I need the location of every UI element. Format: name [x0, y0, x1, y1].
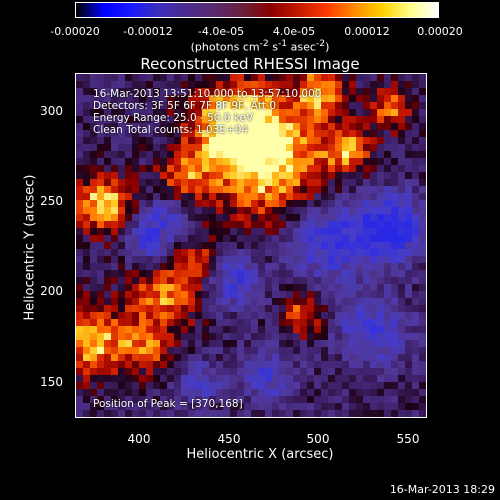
x-tick-label: 500 [306, 432, 330, 446]
colorbar [75, 2, 439, 18]
x-tick-label: 400 [127, 432, 151, 446]
heatmap-image [76, 74, 426, 417]
plot-timestamp: 16-Mar-2013 18:29 [389, 483, 495, 496]
y-tick-label: 200 [40, 284, 63, 298]
colorbar-tick: 4.0e-05 [272, 25, 316, 38]
x-axis-label: Heliocentric X (arcsec) [186, 447, 334, 462]
y-axis-label: Heliocentric Y (arcsec) [22, 174, 38, 321]
peak-position-text: Position of Peak = [370,168] [93, 398, 243, 410]
colorbar-tick: -0.00012 [123, 25, 173, 38]
colorbar-tick: 0.00012 [344, 25, 390, 38]
image-title: Reconstructed RHESSI Image [140, 55, 360, 73]
detectors-text: Detectors: 3F 5F 6F 7F 8F 9F, Att 0 [93, 100, 277, 112]
time-range-text: 16-Mar-2013 13:51:10.000 to 13:57:10.000 [93, 88, 322, 100]
energy-range-text: Energy Range: 25.0 - 50.0 keV [93, 112, 254, 124]
colorbar-gradient [76, 3, 438, 17]
colorbar-tick: -0.00020 [50, 25, 100, 38]
colorbar-tick: 0.00020 [417, 25, 463, 38]
clean-counts-text: Clean Total counts: 1.03E+04 [93, 124, 249, 136]
colorbar-unit: (photons cm-2 s-1 asec-2) [190, 38, 330, 54]
colorbar-tick: -4.0e-05 [197, 25, 245, 38]
y-tick-label: 250 [40, 194, 63, 208]
x-tick-label: 550 [396, 432, 420, 446]
rhessi-image-plot [75, 73, 427, 418]
y-tick-label: 150 [40, 375, 63, 389]
y-tick-label: 300 [40, 104, 63, 118]
x-tick-label: 450 [217, 432, 241, 446]
